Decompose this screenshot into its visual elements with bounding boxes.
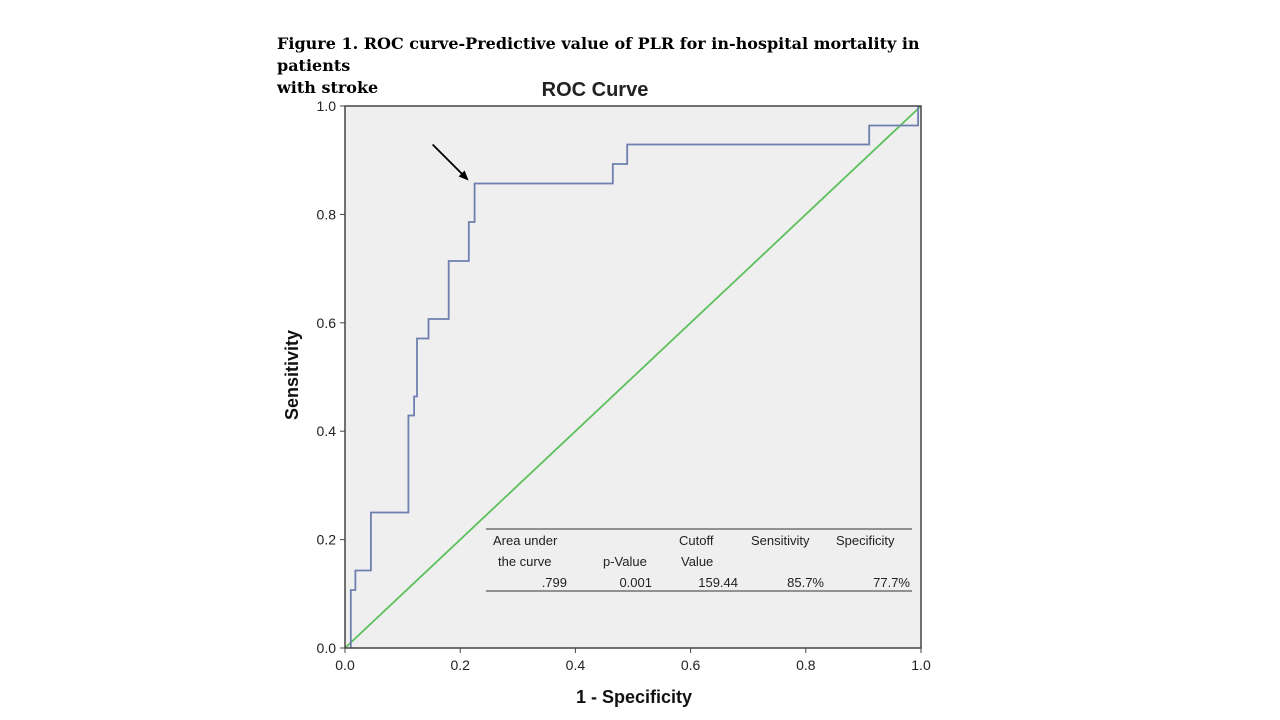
x-tick-label: 0.2 [450, 657, 470, 673]
plot-frame [344, 105, 922, 649]
y-axis-label: Sensitivity [282, 330, 302, 420]
x-tick-label: 0.4 [566, 657, 586, 673]
axis-ticks: 0.0 0.2 0.4 0.6 0.8 1.0 0.0 0.2 0.4 0.6 0.8 1.0 [317, 98, 931, 673]
table-header-cell: Cutoff [679, 533, 714, 548]
y-tick-label: 0.4 [317, 423, 337, 439]
y-tick-label: 0.6 [317, 315, 337, 331]
table-header-cell: p-Value [603, 554, 647, 569]
table-value-cell: 0.001 [619, 575, 652, 590]
annotation-arrow [431, 143, 468, 180]
stats-table: Area under the curve p-Value Cutoff Value Sen… [486, 528, 912, 592]
roc-curve-line [349, 106, 919, 648]
table-header-cell: the curve [498, 554, 551, 569]
y-tick-label: 0.0 [317, 640, 337, 656]
figure-caption-line-1: Figure 1. ROC curve-Predictive value of … [277, 34, 920, 75]
x-tick-label: 1.0 [911, 657, 931, 673]
table-value-cell: .799 [542, 575, 567, 590]
y-tick-label: 1.0 [317, 98, 337, 114]
x-tick-label: 0.8 [796, 657, 816, 673]
x-tick-label: 0.0 [335, 657, 355, 673]
table-value-cell: 77.7% [873, 575, 910, 590]
reference-line [344, 105, 922, 649]
x-tick-label: 0.6 [681, 657, 701, 673]
annotation-arrow-head [458, 170, 469, 181]
y-tick-label: 0.8 [317, 206, 337, 222]
table-header-cell: Sensitivity [751, 533, 810, 548]
y-tick-label: 0.2 [317, 532, 337, 548]
table-value-cell: 159.44 [698, 575, 738, 590]
x-axis-label: 1 - Specificity [576, 687, 692, 707]
table-header-cell: Area under [493, 533, 558, 548]
table-header-cell: Value [681, 554, 713, 569]
figure-caption-line-2: with stroke [277, 78, 379, 97]
table-value-cell: 85.7% [787, 575, 824, 590]
chart-title: ROC Curve [542, 79, 649, 101]
table-header-cell: Specificity [836, 533, 895, 548]
figure-caption: Figure 1. ROC curve-Predictive value of … [277, 33, 957, 99]
